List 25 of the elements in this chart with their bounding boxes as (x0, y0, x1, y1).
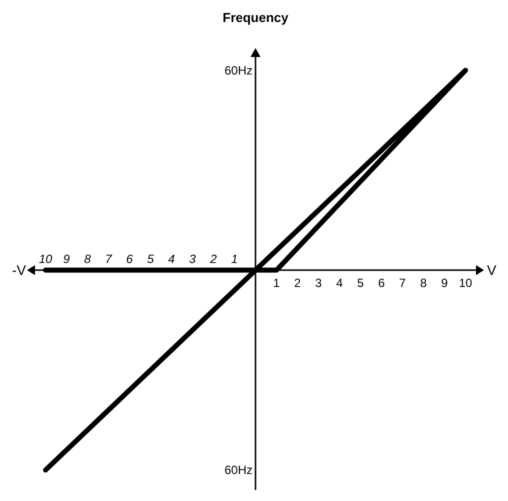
x-tick-label: 3 (315, 276, 322, 290)
x-tick-label: 1 (273, 276, 280, 290)
x2-tick-label: 7 (105, 252, 114, 266)
x-tick-label: 6 (378, 276, 386, 290)
x2-tick-label: 6 (126, 252, 134, 266)
x2-tick-label: 8 (84, 252, 92, 266)
x-tick-label: 4 (336, 276, 344, 290)
x-tick-label: 7 (399, 276, 406, 290)
x2-tick-label: 1 (231, 252, 238, 266)
x2-tick-label: 9 (63, 252, 70, 266)
x2-tick-label: 2 (209, 252, 218, 266)
x-tick-label: 8 (420, 276, 428, 290)
x-axis-title: V (487, 262, 497, 278)
x2-tick-label: 4 (168, 252, 176, 266)
x2-tick-label: 3 (189, 252, 196, 266)
x-tick-label: 10 (458, 276, 472, 290)
text: -V (12, 262, 27, 278)
y-tick-label: 60Hz (224, 63, 252, 78)
x2-tick-label: 5 (147, 252, 154, 266)
y-axis-title: Frequency (222, 10, 290, 25)
x-tick-label: 2 (294, 276, 302, 290)
x-tick-label: 5 (357, 276, 364, 290)
y-tick-label: 60Hz (224, 463, 252, 478)
x-tick-label: 9 (441, 276, 448, 290)
x2-tick-label: 10 (38, 252, 52, 266)
